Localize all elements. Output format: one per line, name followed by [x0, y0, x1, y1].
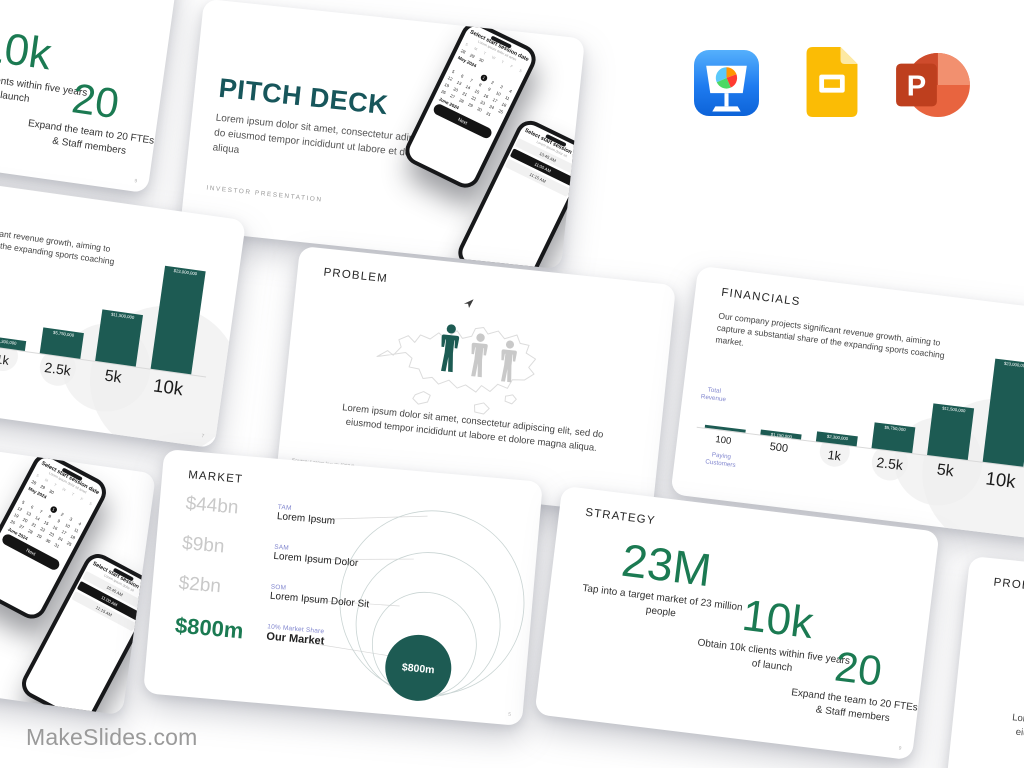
slide-strategy: STRATEGY 23M Tap into a target market of …: [534, 485, 940, 761]
slide-market: $800m MARKET $44bn TAM Lorem Ipsum $9bn SAM L…: [143, 448, 543, 727]
market-row-side: TAM Lorem Ipsum: [276, 501, 336, 527]
market-label: Our Market: [265, 630, 325, 648]
revenue-bar: [982, 358, 1024, 467]
x-tick-label: 10k: [152, 374, 185, 400]
page-number: 9: [897, 745, 902, 751]
person-icon: [500, 340, 517, 383]
svg-text:P: P: [907, 71, 926, 103]
person-icon: [441, 324, 460, 373]
region-map-outline: [376, 327, 537, 415]
powerpoint-app-icon[interactable]: P: [893, 51, 973, 119]
x-axis-label: Paying Customers: [704, 450, 737, 469]
slide-problem: PROBLEM Lorem ipsum dolor sit amet, conse…: [275, 245, 677, 517]
bar-value-label: $1,150,000: [770, 431, 793, 440]
x-tick-label: 500: [768, 440, 789, 455]
keynote-icon: [694, 50, 759, 116]
slide-problem-partial: PROBLEM Lorem ipsum dolor sit amet, conse…: [945, 555, 1024, 768]
our-market-bubble-label: $800m: [401, 661, 435, 676]
google-slides-icon: [806, 47, 858, 117]
person-icon: [471, 333, 488, 378]
slide-product-phones-partial: Select start session date Lorem ipsum do…: [0, 420, 157, 716]
x-tick-label: 2.5k: [875, 453, 904, 474]
x-tick-label: 2.5k: [43, 359, 72, 379]
site-watermark: MakeSlides.com: [26, 724, 198, 750]
slide-financials: FINANCIALS Our company projects signific…: [670, 265, 1024, 541]
page-number: 5: [507, 711, 511, 718]
keynote-app-icon[interactable]: [694, 50, 759, 116]
google-slides-app-icon[interactable]: [806, 47, 858, 117]
map-pointer-icon: [463, 299, 474, 308]
pitch-deck-footer: INVESTOR PRESENTATION: [206, 183, 323, 204]
x-tick-label: 5k: [935, 461, 955, 481]
x-tick-label: 5k: [103, 367, 123, 387]
x-tick-label: 100: [714, 434, 732, 447]
page-number: 7: [200, 432, 205, 439]
page-number: 9: [133, 177, 138, 184]
slide-title: PROBLEM: [322, 266, 389, 286]
market-size-circles: $800m: [300, 510, 525, 701]
slide-title: PROBLEM: [992, 576, 1024, 596]
revenue-bar: [150, 265, 206, 375]
strategy-stat: 20 Expand the team to 20 FTEs & Staff mem…: [786, 639, 926, 729]
strategy-stat: 20 Expand the team to 20 FTEs & Staff mem…: [23, 70, 164, 162]
powerpoint-icon: P: [896, 52, 970, 118]
x-tick-label: 1k: [0, 352, 10, 368]
x-tick-label: 10k: [984, 467, 1017, 492]
problem-body: Lorem ipsum dolor sit amet, consectetur …: [1011, 712, 1024, 764]
slide-title: FINANCIALS: [720, 286, 802, 309]
slide-title: STRATEGY: [584, 506, 657, 528]
x-tick-label: 1k: [826, 447, 842, 464]
x-axis-line: [696, 426, 1024, 470]
